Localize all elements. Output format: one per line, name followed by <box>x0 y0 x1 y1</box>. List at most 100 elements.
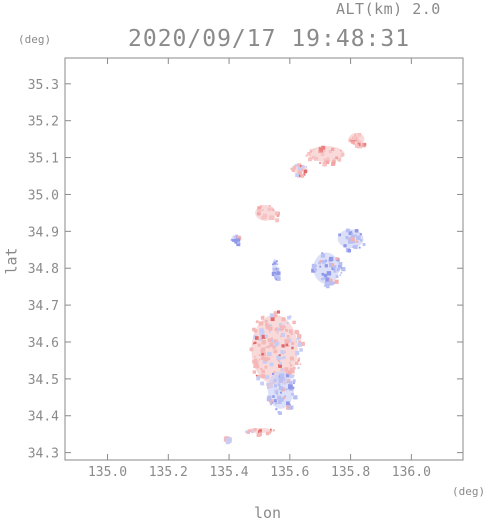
echo-cell <box>260 330 265 334</box>
echo-cell <box>357 144 363 149</box>
echo-region <box>245 427 275 437</box>
echo-cell <box>336 268 340 272</box>
echo-cell <box>225 439 231 445</box>
echo-cell <box>274 327 278 330</box>
echo-cell <box>258 354 261 357</box>
echo-cell <box>279 325 285 330</box>
echo-cell <box>272 429 275 432</box>
echo-cell <box>269 313 274 318</box>
echo-cell <box>320 152 325 156</box>
echo-cell <box>285 388 288 391</box>
echo-cell <box>277 400 282 404</box>
echo-region <box>290 163 308 178</box>
y-tick-label: 34.8 <box>28 262 59 277</box>
echo-cell <box>283 324 285 327</box>
echo-cell <box>353 142 356 145</box>
y-tick-label: 34.4 <box>28 410 59 425</box>
y-tick-label: 34.3 <box>28 447 59 462</box>
echo-cell <box>269 362 274 367</box>
echo-cell <box>281 317 286 322</box>
echo-cell <box>297 170 301 174</box>
echo-cell <box>276 354 279 357</box>
echo-cell <box>272 395 275 397</box>
echo-cell <box>255 321 258 324</box>
echo-cell <box>293 395 298 400</box>
echo-cell <box>279 377 282 379</box>
radar-data-layer <box>223 132 367 445</box>
x-axis-label: lon <box>254 504 282 522</box>
echo-cell <box>330 263 335 267</box>
echo-cell <box>248 429 252 433</box>
echo-cell <box>273 384 278 388</box>
echo-cell <box>286 373 290 378</box>
echo-cell <box>230 239 233 241</box>
echo-cell <box>261 340 266 345</box>
echo-cell <box>289 356 294 361</box>
echo-cell <box>350 237 355 242</box>
echo-cell <box>285 370 289 374</box>
echo-cell <box>269 429 273 433</box>
echo-cell <box>269 327 273 331</box>
echo-cell <box>311 155 316 160</box>
echo-cell <box>260 367 263 371</box>
echo-cell <box>355 229 359 233</box>
echo-cell <box>254 355 256 358</box>
echo-cell <box>282 396 285 399</box>
echo-cell <box>321 252 324 255</box>
echo-cell <box>332 158 336 161</box>
echo-cell <box>286 401 290 406</box>
echo-cell <box>305 166 308 168</box>
echo-cell <box>355 144 359 149</box>
echo-cell <box>287 379 290 382</box>
echo-cell <box>228 437 232 442</box>
echo-cell <box>265 431 270 436</box>
echo-cell <box>275 267 278 270</box>
echo-cell <box>359 140 362 143</box>
echo-cell <box>294 164 298 167</box>
echo-cell <box>263 356 269 362</box>
x-tick-label: 136.0 <box>392 465 431 480</box>
echo-cell <box>277 359 281 362</box>
echo-cell <box>260 373 266 379</box>
echo-cell <box>273 311 277 315</box>
echo-cell <box>278 378 283 383</box>
echo-cell <box>260 351 263 354</box>
echo-cell <box>279 397 284 402</box>
echo-cell <box>322 149 326 153</box>
echo-cell <box>291 346 294 350</box>
y-tick-label: 35.3 <box>28 78 59 93</box>
echo-cell <box>232 238 236 242</box>
echo-cell <box>319 259 323 263</box>
echo-cell <box>257 374 261 379</box>
echo-cell <box>265 322 269 326</box>
echo-cell <box>351 234 356 239</box>
echo-cell <box>268 205 271 208</box>
echo-cell <box>273 275 278 279</box>
echo-cell <box>345 235 349 240</box>
echo-cell <box>275 218 280 223</box>
echo-cell <box>326 271 332 276</box>
echo-cell <box>321 145 326 150</box>
echo-cell <box>270 317 275 322</box>
echo-cell <box>333 269 337 273</box>
echo-cell <box>348 138 353 143</box>
echo-cell <box>261 369 266 374</box>
echo-cell <box>289 364 293 367</box>
echo-cell <box>328 150 333 154</box>
echo-cell <box>278 383 281 386</box>
echo-cell <box>271 271 276 277</box>
echo-cell <box>225 437 228 440</box>
echo-cell <box>348 238 351 241</box>
echo-cell <box>354 234 357 237</box>
echo-cell <box>274 343 278 347</box>
echo-cell <box>278 386 283 391</box>
echo-cell <box>271 337 273 340</box>
echo-region <box>271 258 281 281</box>
echo-cell <box>234 241 237 244</box>
echo-cell <box>255 364 260 369</box>
echo-cell <box>332 265 337 269</box>
echo-cell <box>264 334 268 338</box>
echo-region <box>255 205 280 223</box>
echo-cell <box>354 133 357 136</box>
echo-cell <box>281 376 285 381</box>
